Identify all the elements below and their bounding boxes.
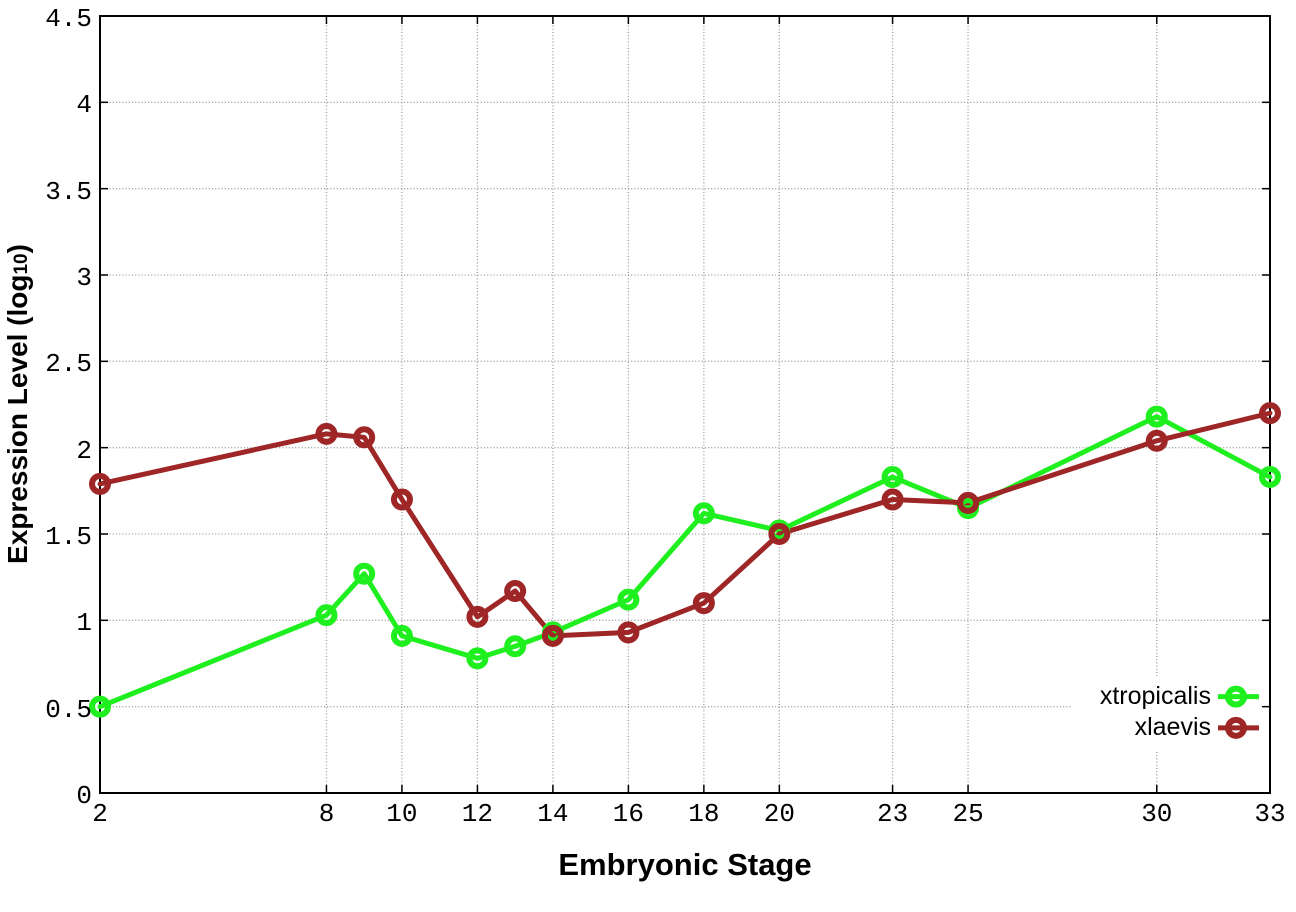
svg-text:xtropicalis: xtropicalis bbox=[1100, 682, 1211, 710]
svg-text:xlaevis: xlaevis bbox=[1135, 713, 1211, 741]
